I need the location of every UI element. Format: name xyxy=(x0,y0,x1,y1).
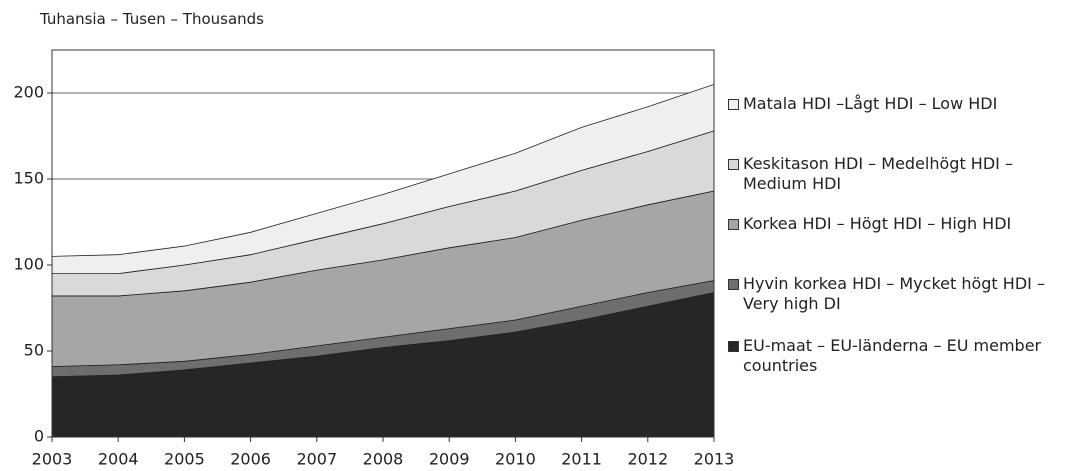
legend-label: Korkea HDI – Högt HDI – High HDI xyxy=(743,214,1012,233)
x-tick-label: 2006 xyxy=(230,450,271,469)
legend-item: Hyvin korkea HDI – Mycket högt HDI – Ver… xyxy=(728,274,1073,314)
legend-swatch xyxy=(728,279,739,290)
legend-item: Keskitason HDI – Medelhögt HDI – Medium … xyxy=(728,154,1073,194)
x-tick-label: 2013 xyxy=(694,450,735,469)
x-tick-label: 2010 xyxy=(495,450,536,469)
legend-swatch xyxy=(728,341,739,352)
legend-label: Hyvin korkea HDI – Mycket högt HDI – Ver… xyxy=(743,274,1045,313)
y-tick-label: 50 xyxy=(24,341,44,360)
x-tick-label: 2004 xyxy=(98,450,139,469)
x-tick-label: 2008 xyxy=(363,450,404,469)
x-tick-label: 2012 xyxy=(627,450,668,469)
legend-swatch xyxy=(728,159,739,170)
x-tick-label: 2003 xyxy=(32,450,73,469)
legend-label: Matala HDI –Lågt HDI – Low HDI xyxy=(743,94,998,113)
y-tick-label: 150 xyxy=(13,169,44,188)
y-tick-label: 200 xyxy=(13,83,44,102)
legend-item: EU-maat – EU-länderna – EU member countr… xyxy=(728,336,1073,376)
legend-item: Matala HDI –Lågt HDI – Low HDI xyxy=(728,94,1073,114)
y-tick-label: 100 xyxy=(13,255,44,274)
legend-item: Korkea HDI – Högt HDI – High HDI xyxy=(728,214,1073,234)
x-tick-label: 2005 xyxy=(164,450,205,469)
legend-label: Keskitason HDI – Medelhögt HDI – Medium … xyxy=(743,154,1013,193)
chart-title: Tuhansia – Tusen – Thousands xyxy=(40,10,264,28)
legend-swatch xyxy=(728,99,739,110)
y-tick-label: 0 xyxy=(34,427,44,446)
x-tick-label: 2007 xyxy=(296,450,337,469)
x-tick-label: 2011 xyxy=(561,450,602,469)
x-tick-label: 2009 xyxy=(429,450,470,469)
legend-swatch xyxy=(728,219,739,230)
legend-label: EU-maat – EU-länderna – EU member countr… xyxy=(743,336,1042,375)
